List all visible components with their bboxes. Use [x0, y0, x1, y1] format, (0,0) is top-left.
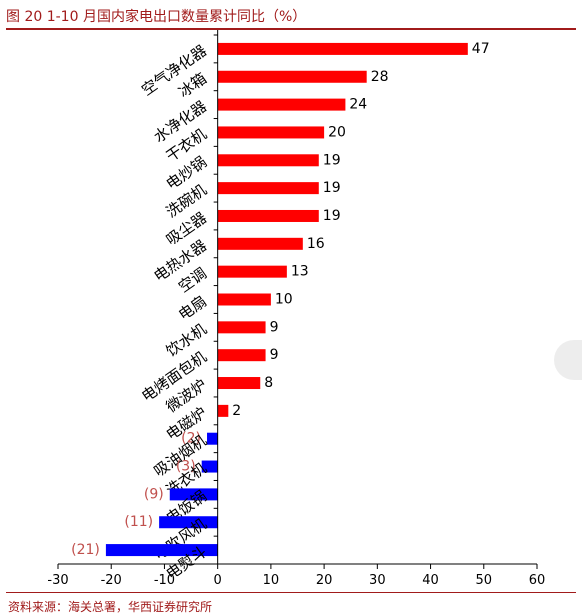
- data-label: 19: [323, 152, 341, 168]
- data-label: 9: [270, 347, 279, 363]
- data-label: 24: [349, 97, 367, 113]
- data-label: (21): [71, 542, 100, 558]
- bar: [217, 42, 468, 55]
- data-label: 47: [472, 41, 490, 57]
- figure-title: 图 20 1-10 月国内家电出口数量累计同比（%）: [6, 9, 307, 25]
- bar: [105, 544, 218, 557]
- bar: [217, 182, 319, 195]
- bar: [217, 98, 346, 111]
- bar: [217, 126, 325, 139]
- bar: [207, 432, 218, 445]
- data-label: 16: [307, 236, 325, 252]
- bar: [217, 377, 261, 390]
- x-tick-label: 10: [263, 573, 280, 588]
- data-label: (3): [176, 459, 196, 475]
- data-label: 9: [270, 319, 279, 335]
- data-label: 19: [323, 208, 341, 224]
- bar: [217, 154, 319, 167]
- x-tick-label: 30: [369, 573, 386, 588]
- x-tick-label: 20: [316, 573, 333, 588]
- bar: [169, 488, 218, 501]
- data-label: 13: [291, 264, 309, 280]
- bar: [159, 516, 218, 529]
- x-tick-label: -10: [154, 573, 175, 588]
- data-label: (9): [144, 486, 164, 502]
- bar: [217, 404, 229, 417]
- x-tick-label: 60: [529, 573, 546, 588]
- bar: [217, 237, 303, 250]
- data-label: (11): [124, 514, 153, 530]
- footer-divider: [6, 592, 576, 593]
- x-tick-label: 40: [422, 573, 439, 588]
- header-divider: [6, 28, 576, 30]
- category-label: 电扇: [175, 292, 210, 324]
- source-note: 资料来源：海关总署，华西证券研究所: [8, 600, 213, 614]
- bar: [217, 293, 271, 306]
- x-tick-label: -30: [47, 573, 68, 588]
- x-tick-label: 0: [214, 573, 222, 588]
- data-label: 2: [232, 403, 241, 419]
- data-label: 28: [371, 69, 389, 85]
- data-label: 10: [275, 292, 293, 308]
- x-tick-label: -20: [101, 573, 122, 588]
- data-label: 20: [328, 124, 346, 140]
- x-tick-label: 50: [476, 573, 493, 588]
- data-label: 19: [323, 180, 341, 196]
- bar: [217, 209, 319, 222]
- data-label: (2): [181, 431, 201, 447]
- side-scroll-handle[interactable]: [554, 340, 582, 380]
- bar: [217, 70, 367, 83]
- bar: [217, 321, 266, 334]
- data-label: 8: [264, 375, 273, 391]
- bar: [201, 460, 218, 473]
- figure-header: 图 20 1-10 月国内家电出口数量累计同比（%）: [6, 6, 576, 30]
- bar: [217, 265, 287, 278]
- bar: [217, 349, 266, 362]
